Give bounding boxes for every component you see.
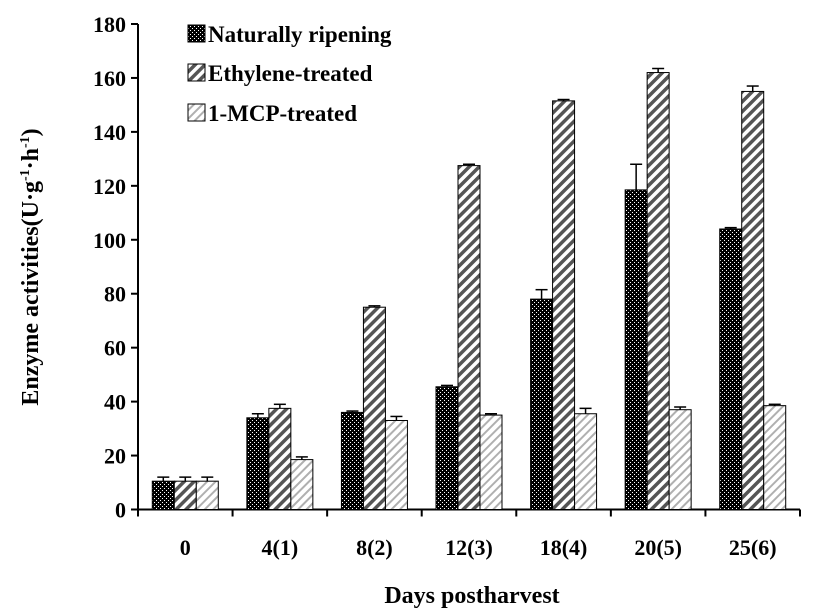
y-tick-label: 160 [93,66,126,91]
bar-ethylene-treated-12-3 [457,165,481,511]
legend-label-1-mcp-treated: 1-MCP-treated [208,101,357,126]
y-tick-label: 80 [104,282,126,307]
x-tick-label: 18(4) [540,535,588,560]
series-ethylene-treated [173,67,765,511]
x-tick-label: 8(2) [356,535,393,560]
legend-item-1-mcp-treated: 1-MCP-treated [187,101,357,126]
bar-series-group [151,67,787,511]
bar-1-mcp-treated-12-3 [479,414,503,511]
series-1-mcp-treated [195,403,787,511]
x-axis-title: Days postharvest [384,583,559,608]
bar-1-mcp-treated-8-2 [384,419,408,510]
bar-ethylene-treated-8-2 [362,306,386,511]
legend-item-naturally-ripening: Naturally ripening [187,22,392,47]
legend-swatch-1-mcp-treated [187,103,206,122]
bar-1-mcp-treated-0 [195,480,219,511]
y-tick-label: 140 [93,120,126,145]
bar-1-mcp-treated-25-6 [763,405,787,511]
x-axis-ticks: 0 4(1) 8(2) 12(3) 18(4) 20(5) 25(6) [137,509,801,560]
y-tick-label: 100 [93,228,126,253]
legend-item-ethylene-treated: Ethylene-treated [187,61,373,86]
bar-ethylene-treated-0 [173,480,197,511]
bar-naturally-ripening-20-5 [624,189,648,510]
bar-ethylene-treated-18-4 [552,100,576,511]
bar-ethylene-treated-20-5 [646,72,670,511]
bar-1-mcp-treated-20-5 [668,409,692,511]
y-tick-label: 0 [115,498,126,523]
bar-naturally-ripening-0 [151,480,175,511]
bar-naturally-ripening-18-4 [530,298,554,510]
legend-label-naturally-ripening: Naturally ripening [208,22,392,47]
legend: Naturally ripening Ethylene-treated 1-MC… [187,22,392,126]
x-tick-label: 0 [180,535,191,560]
bar-ethylene-treated-25-6 [741,90,765,511]
x-tick-label: 4(1) [262,535,299,560]
y-axis-title: Enzyme activities(U·g-1·h-1) [18,128,44,405]
bar-naturally-ripening-12-3 [435,386,459,511]
x-tick-label: 12(3) [445,535,493,560]
y-axis-ticks: 0 20 40 60 80 100 120 140 160 180 [93,12,138,523]
legend-swatch-naturally-ripening [187,24,206,43]
bar-naturally-ripening-4-1 [246,417,270,510]
legend-label-ethylene-treated: Ethylene-treated [208,61,373,86]
y-tick-label: 20 [104,444,126,469]
y-tick-label: 180 [93,12,126,37]
bar-naturally-ripening-8-2 [340,411,364,510]
bar-ethylene-treated-4-1 [268,407,292,510]
x-tick-label: 20(5) [634,535,682,560]
y-tick-label: 120 [93,174,126,199]
legend-swatch-ethylene-treated [187,63,206,82]
x-tick-label: 25(6) [729,535,777,560]
bar-1-mcp-treated-4-1 [290,459,314,510]
bar-1-mcp-treated-18-4 [574,413,598,510]
y-tick-label: 60 [104,336,126,361]
y-tick-label: 40 [104,390,126,415]
series-naturally-ripening [151,163,743,511]
bar-naturally-ripening-25-6 [719,228,743,510]
